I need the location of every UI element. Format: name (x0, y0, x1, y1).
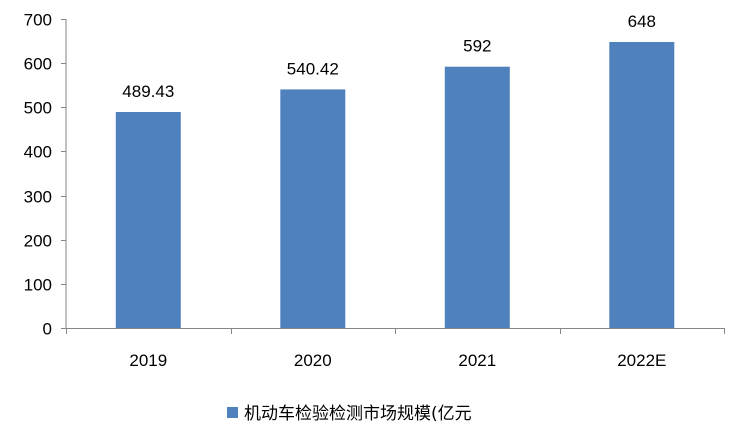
x-tick-label: 2019 (129, 351, 167, 370)
data-label: 592 (463, 37, 491, 56)
y-tick-label: 100 (24, 276, 52, 295)
bar (609, 42, 675, 328)
legend-swatch (227, 407, 238, 418)
y-tick-label: 200 (24, 232, 52, 251)
x-tick-label: 2022E (617, 351, 666, 370)
data-label: 489.43 (122, 82, 174, 101)
y-tick-label: 700 (24, 11, 52, 30)
y-tick-label: 300 (24, 188, 52, 207)
y-tick-label: 0 (43, 320, 52, 339)
y-tick-label: 500 (24, 99, 52, 118)
y-tick-label: 400 (24, 143, 52, 162)
data-labels: 489.43 540.42 592 648 (122, 12, 656, 101)
legend: 机动车检验检测市场规模(亿元 (227, 404, 472, 424)
y-tick-label: 600 (24, 55, 52, 74)
data-label: 540.42 (287, 59, 339, 78)
legend-label: 机动车检验检测市场规模(亿元 (244, 404, 472, 424)
bars (115, 42, 675, 329)
bar (280, 89, 346, 329)
bar (444, 66, 510, 328)
x-tick-label: 2020 (294, 351, 332, 370)
x-tick-label: 2021 (458, 351, 496, 370)
data-label: 648 (628, 12, 656, 31)
x-axis: 2019 2020 2021 2022E (66, 328, 725, 370)
bar (115, 112, 181, 328)
y-axis: 0 100 200 300 400 500 600 700 (24, 11, 67, 339)
